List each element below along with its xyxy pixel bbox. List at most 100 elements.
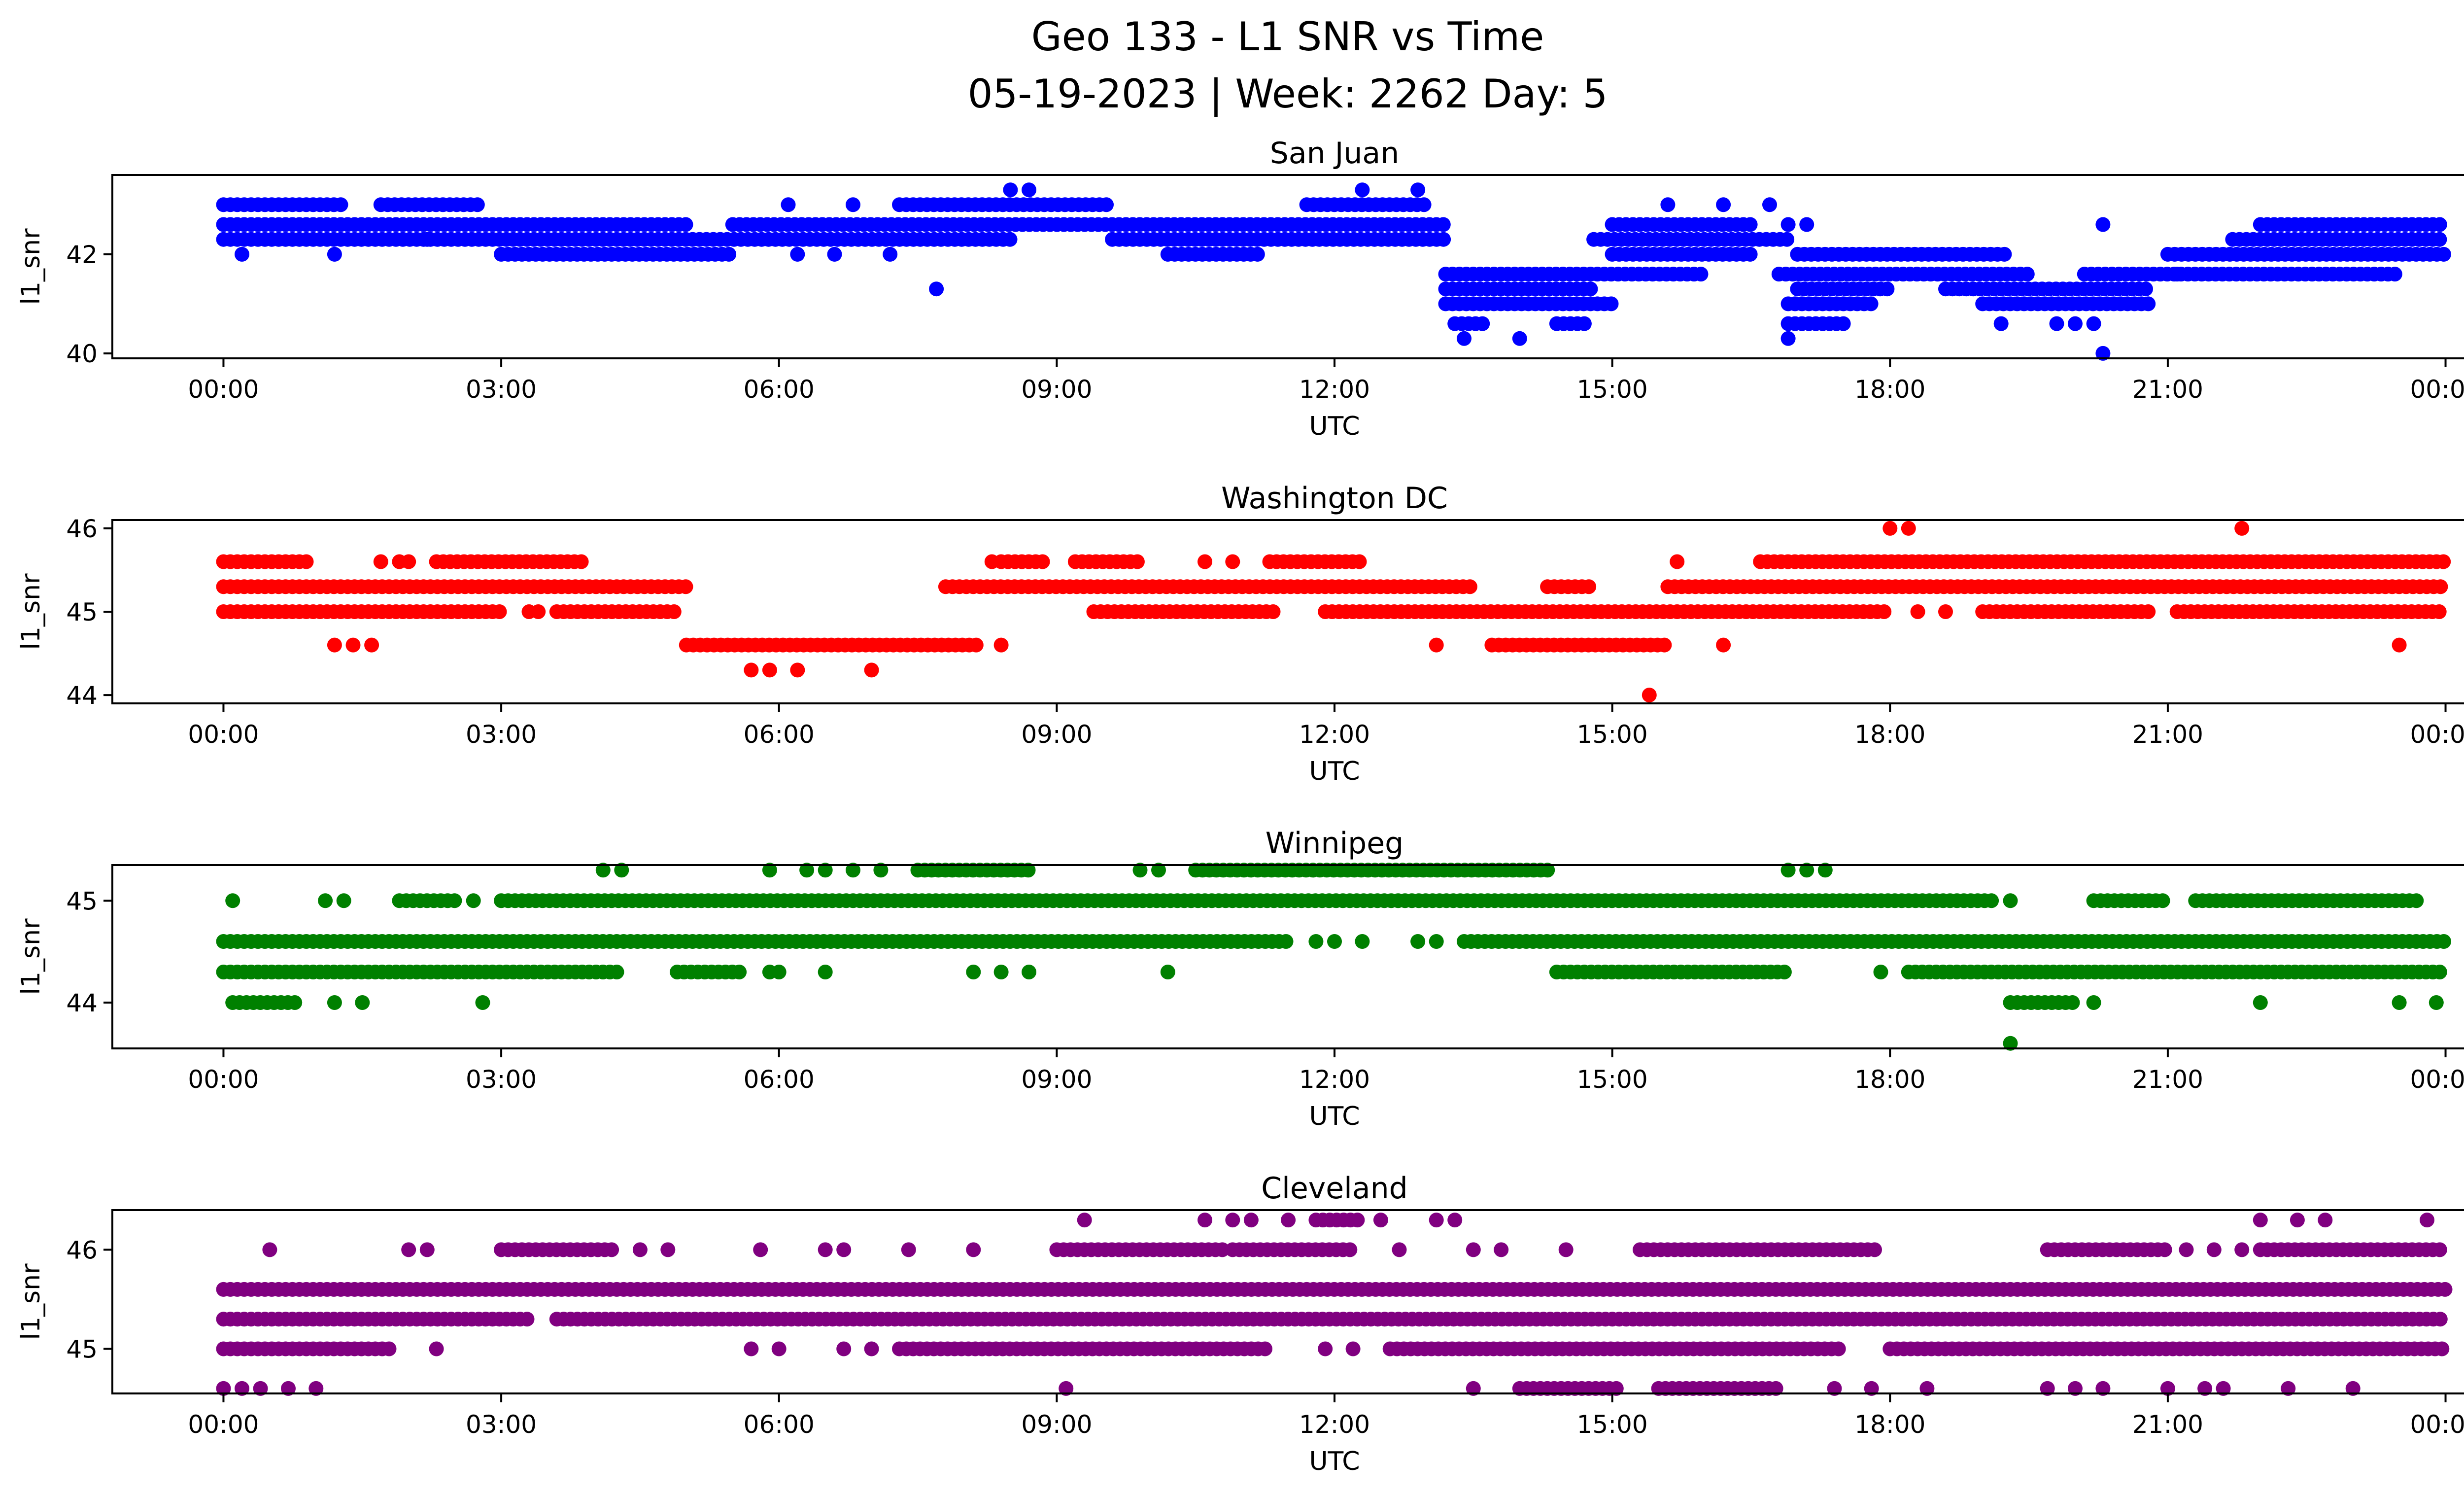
data-point [1716,197,1731,212]
data-point [1410,182,1426,198]
y-tick-label: 45 [66,887,98,915]
data-point [1777,965,1792,979]
data-point [1799,863,1814,878]
data-point [864,662,879,678]
y-tick-label: 45 [66,1335,98,1364]
data-point [2155,893,2170,908]
x-tick-label: 00:00 [2410,720,2464,749]
data-point [1077,1213,1092,1228]
data-point [1494,1242,1509,1257]
data-point [1429,934,1444,949]
data-point [2019,267,2035,282]
data-point [1880,281,1895,297]
data-point [519,1312,535,1327]
x-tick-label: 12:00 [1299,720,1370,749]
data-point [2157,1242,2172,1257]
x-tick-label: 06:00 [744,1410,815,1439]
figure-title-line2: 05-19-2023 | Week: 2262 Day: 5 [968,71,1608,117]
data-point [1984,893,1999,908]
data-point [993,637,1009,653]
data-point [2420,1213,2434,1228]
x-axis-label: UTC [1309,757,1360,786]
data-point [1447,1213,1463,1228]
data-point [818,965,833,979]
data-point [327,246,342,262]
data-point [225,893,240,908]
y-tick-label: 45 [66,598,98,626]
x-tick-label: 21:00 [2132,1410,2203,1439]
data-point [2095,217,2111,232]
data-point [1436,217,1451,232]
x-tick-label: 06:00 [744,1065,815,1094]
data-point [1799,217,1814,232]
x-tick-label: 09:00 [1021,375,1092,404]
data-point [2049,316,2064,331]
data-point [1576,316,1592,331]
data-point [1864,1381,1879,1396]
data-point [1352,554,1367,569]
data-point [595,863,611,878]
x-axis-label: UTC [1309,412,1360,441]
data-point [492,604,507,619]
data-point [2003,893,2018,908]
data-point [968,637,984,653]
x-tick-label: 12:00 [1299,375,1370,404]
data-point [2197,1381,2213,1396]
data-point [1198,554,1212,569]
data-point [419,232,435,247]
data-point [1831,1341,1846,1356]
data-point [1457,331,1472,346]
data-point [2409,893,2424,908]
x-tick-label: 09:00 [1021,1065,1092,1094]
x-tick-label: 06:00 [744,720,815,749]
data-point [2234,1242,2250,1257]
data-points [216,1213,2453,1396]
data-point [1021,863,1036,878]
data-point [262,1242,277,1257]
data-point [355,995,370,1010]
data-point [1462,579,1477,594]
data-point [1342,1242,1358,1257]
subplot-title: Washington DC [1221,481,1448,516]
data-point [1743,217,1758,232]
data-point [2141,296,2156,312]
data-point [253,1381,268,1396]
data-point [762,863,777,878]
data-point [1151,863,1166,878]
data-point [744,1341,759,1356]
data-point [846,863,860,878]
data-point [1243,1213,1259,1228]
data-point [846,197,860,212]
data-point [1198,1213,1212,1228]
data-point [1250,246,1265,262]
data-point [318,893,333,908]
x-tick-label: 18:00 [1854,1065,1925,1094]
data-point [883,246,898,262]
data-point [1608,1381,1624,1396]
data-point [1266,604,1281,619]
data-point [1436,232,1451,247]
data-point [790,662,805,678]
data-point [744,662,759,678]
data-point [327,637,342,653]
x-axis-label: UTC [1309,1447,1360,1476]
data-point [1132,863,1148,878]
x-tick-label: 03:00 [466,1410,537,1439]
data-point [574,554,589,569]
data-point [216,1381,231,1396]
data-point [1670,554,1685,569]
data-point [1877,604,1892,619]
data-point [1938,604,1953,619]
data-point [1882,521,1898,536]
data-point [1392,1242,1407,1257]
subplot-0: San Juan 00:00 03:00 06:00 09:00 12:00 15:00 18… [16,136,2464,441]
data-point [732,965,747,979]
data-point [2068,316,2083,331]
y-tick-label: 44 [66,989,98,1017]
data-point [1768,1381,1783,1396]
data-point [818,1242,833,1257]
data-point [281,1381,296,1396]
data-point [419,1242,435,1257]
data-point [678,217,693,232]
